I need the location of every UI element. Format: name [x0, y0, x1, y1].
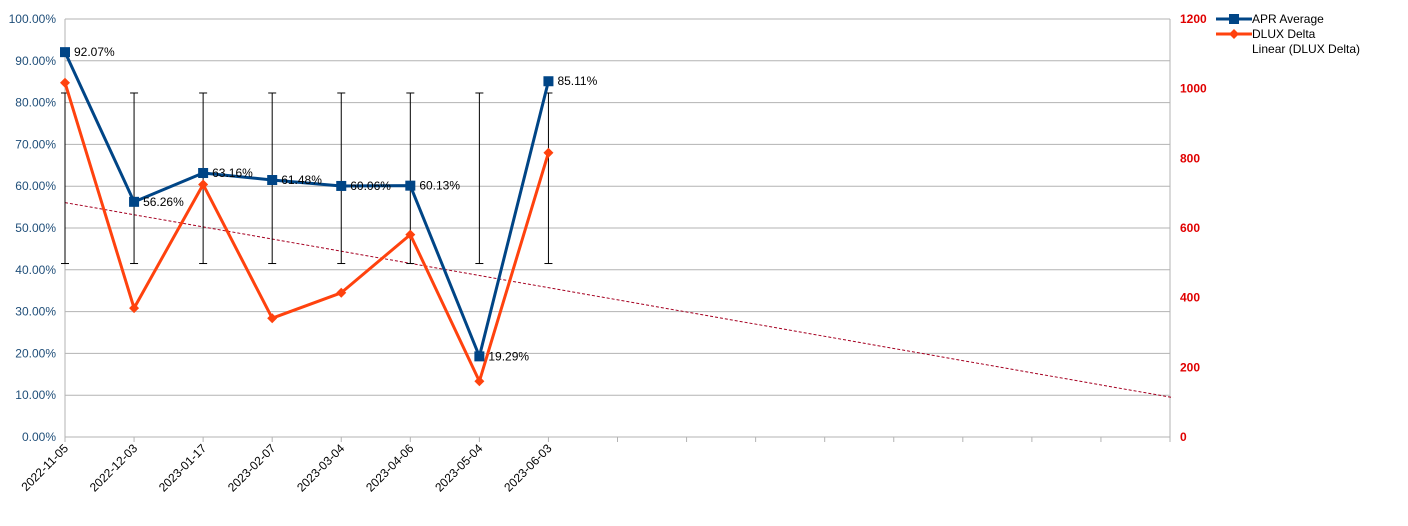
- y-left-tick-label: 40.00%: [15, 263, 56, 277]
- y-left-tick-label: 0.00%: [22, 430, 56, 444]
- data-point-apr-average: [267, 175, 278, 186]
- legend-label-dlux-delta: DLUX Delta: [1252, 27, 1316, 41]
- data-point-apr-average: [543, 76, 554, 87]
- y-left-tick-label: 70.00%: [15, 137, 56, 151]
- y-left-tick-label: 90.00%: [15, 54, 56, 68]
- data-point-apr-average: [474, 351, 485, 362]
- legend-marker-apr-average: [1229, 14, 1239, 24]
- data-point-dlux-delta: [267, 313, 278, 324]
- y-right-tick-label: 800: [1180, 151, 1200, 165]
- x-tick-label: 2022-12-03: [87, 441, 141, 495]
- series-line-dlux-delta: [63, 82, 550, 383]
- data-point-dlux-delta: [129, 303, 140, 314]
- legend-label-linear-dlux-delta: Linear (DLUX Delta): [1252, 42, 1360, 56]
- x-tick-label: 2023-06-03: [501, 441, 555, 495]
- data-point-dlux-delta: [405, 229, 416, 240]
- x-tick-label: 2023-02-07: [225, 441, 279, 495]
- y-right-tick-label: 600: [1180, 221, 1200, 235]
- data-point-apr-average: [60, 47, 70, 58]
- data-label-apr-average: 60.13%: [419, 179, 460, 193]
- x-tick-label: 2023-01-17: [156, 441, 210, 495]
- data-label-apr-average: 61.48%: [281, 173, 322, 187]
- data-label-apr-average: 19.29%: [488, 349, 529, 363]
- legend-label-apr-average: APR Average: [1252, 12, 1324, 26]
- y-left-tick-label: 80.00%: [15, 96, 56, 110]
- y-right-tick-label: 200: [1180, 360, 1200, 374]
- data-label-apr-average: 92.07%: [74, 45, 115, 59]
- y-right-tick-label: 0: [1180, 430, 1187, 444]
- x-tick-label: 2023-04-06: [363, 441, 417, 495]
- y-right-tick-label: 1200: [1180, 12, 1207, 26]
- y-right-tick-label: 400: [1180, 291, 1200, 305]
- x-tick-label: 2023-03-04: [294, 441, 348, 495]
- data-label-apr-average: 60.06%: [350, 179, 391, 193]
- y-left-tick-label: 30.00%: [15, 305, 56, 319]
- data-label-apr-average: 63.16%: [212, 166, 253, 180]
- y-left-tick-label: 10.00%: [15, 388, 56, 402]
- data-point-dlux-delta: [543, 147, 554, 158]
- data-point-apr-average: [405, 180, 416, 191]
- y-left-tick-label: 20.00%: [15, 346, 56, 360]
- x-tick-label: 2022-11-05: [18, 441, 71, 494]
- y-left-tick-label: 100.00%: [9, 12, 57, 26]
- x-tick-label: 2023-05-04: [432, 441, 486, 495]
- data-point-apr-average: [198, 167, 209, 178]
- data-point-apr-average: [336, 180, 347, 191]
- series-line-apr-average: [63, 51, 550, 358]
- data-point-dlux-delta: [474, 376, 485, 387]
- data-point-apr-average: [129, 196, 140, 207]
- y-right-tick-label: 1000: [1180, 82, 1207, 96]
- data-point-dlux-delta: [198, 179, 209, 190]
- y-left-tick-label: 60.00%: [15, 179, 56, 193]
- data-label-apr-average: 85.11%: [557, 74, 597, 88]
- trendline: [64, 202, 1174, 399]
- data-point-dlux-delta: [336, 287, 347, 298]
- data-point-dlux-delta: [60, 77, 70, 88]
- y-left-tick-label: 50.00%: [15, 221, 56, 235]
- legend-marker-dlux-delta: [1229, 29, 1239, 39]
- data-label-apr-average: 56.26%: [143, 195, 184, 209]
